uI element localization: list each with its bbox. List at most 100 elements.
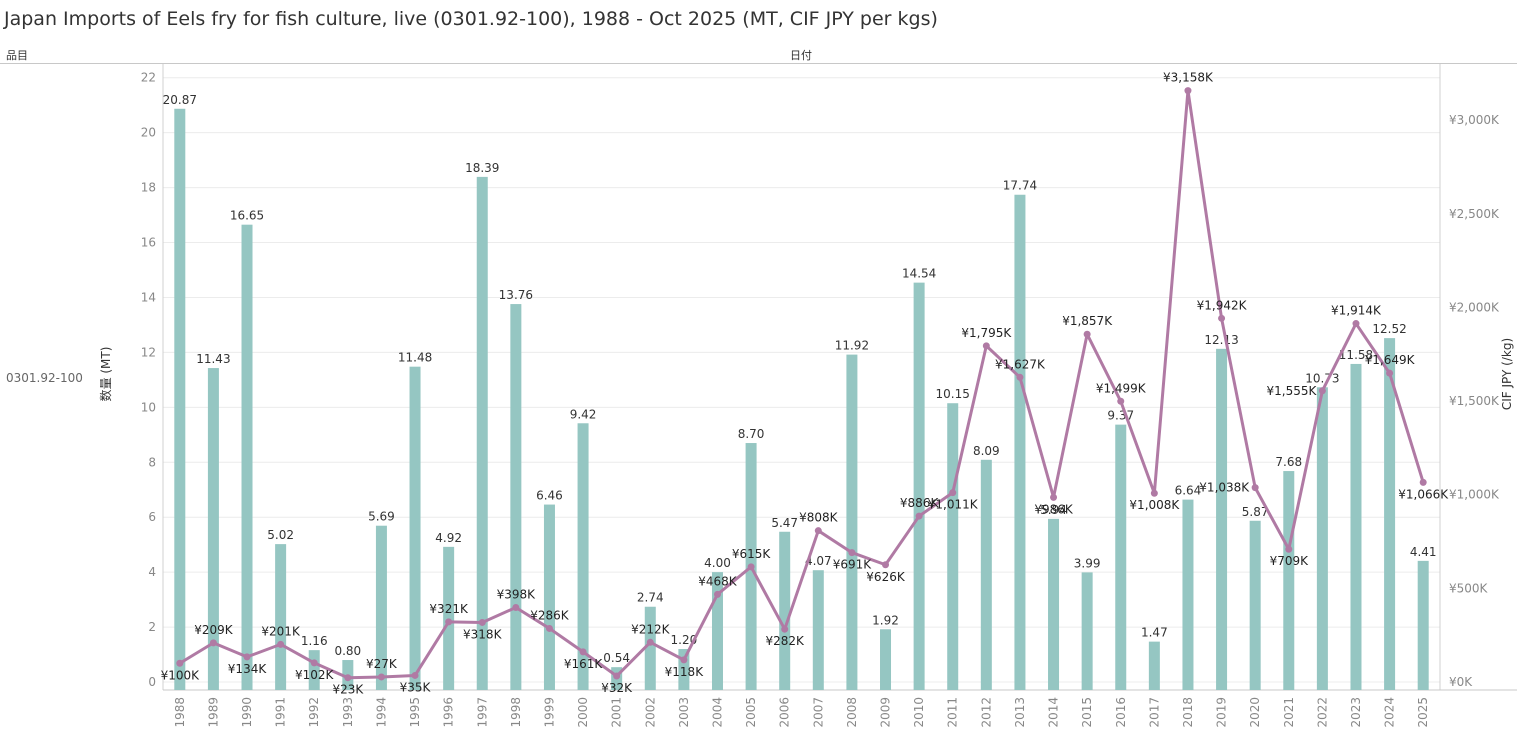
price-value-label: ¥709K xyxy=(1270,554,1310,568)
bar-value-label: 1.92 xyxy=(872,613,899,627)
price-value-label: ¥318K xyxy=(463,627,503,641)
y2-tick-label: ¥500K xyxy=(1449,581,1489,595)
x-tick-label: 2002 xyxy=(643,697,657,728)
bar xyxy=(711,572,723,690)
price-value-label: ¥212K xyxy=(631,622,671,636)
bar-value-label: 10.15 xyxy=(936,387,970,401)
bar-value-label: 20.87 xyxy=(163,93,197,107)
price-value-label: ¥1,555K xyxy=(1267,384,1318,398)
price-point xyxy=(1117,397,1125,405)
y-tick-label: 16 xyxy=(141,236,156,250)
bar-value-label: 9.37 xyxy=(1107,409,1134,423)
price-point xyxy=(781,625,789,633)
price-value-label: ¥1,008K xyxy=(1129,498,1180,512)
bar xyxy=(913,282,925,690)
bar xyxy=(510,304,522,690)
bar xyxy=(409,366,421,690)
price-point xyxy=(680,656,688,664)
price-value-label: ¥3,158K xyxy=(1163,71,1214,85)
bar-value-label: 1.16 xyxy=(301,634,328,648)
price-point xyxy=(613,672,621,680)
y2-axis-title: CIF JPY (/kg) xyxy=(1500,338,1514,410)
bar xyxy=(1014,194,1026,690)
x-tick-label: 2007 xyxy=(811,697,825,728)
x-tick-label: 2004 xyxy=(710,697,724,728)
price-value-label: ¥1,066K xyxy=(1398,487,1449,501)
price-value-label: ¥1,499K xyxy=(1096,381,1147,395)
x-tick-label: 2014 xyxy=(1047,697,1061,728)
bar-value-label: 17.74 xyxy=(1003,179,1037,193)
bar xyxy=(1417,560,1429,690)
x-ticks: 1988 1989 1990 1991 1992 1993 1994 1995 1996 1997… xyxy=(173,697,1430,728)
bar-value-label: 3.99 xyxy=(1074,556,1101,570)
x-tick-label: 2016 xyxy=(1114,697,1128,728)
bar xyxy=(543,504,555,690)
x-tick-label: 2000 xyxy=(576,697,590,728)
bar xyxy=(1350,363,1362,690)
bar xyxy=(1316,387,1328,690)
bar-value-label: 2.74 xyxy=(637,591,664,605)
price-point xyxy=(713,590,721,598)
price-value-label: ¥102K xyxy=(295,668,335,682)
price-point xyxy=(579,648,587,656)
x-tick-label: 2025 xyxy=(1416,697,1430,728)
price-value-label: ¥35K xyxy=(400,680,432,694)
x-tick-label: 1993 xyxy=(341,697,355,728)
x-tick-label: 2015 xyxy=(1080,697,1094,728)
price-value-label: ¥100K xyxy=(161,668,201,682)
price-point xyxy=(949,489,957,497)
price-point xyxy=(1285,545,1293,553)
bar-value-label: 13.76 xyxy=(499,288,533,302)
x-tick-label: 2021 xyxy=(1282,697,1296,728)
y-axis-title: 数量 (MT) xyxy=(98,347,113,402)
price-point xyxy=(814,527,822,535)
bar-value-label: 12.13 xyxy=(1204,333,1238,347)
bar-value-label: 8.70 xyxy=(738,427,765,441)
price-value-label: ¥1,857K xyxy=(1062,314,1113,328)
y-tick-label: 10 xyxy=(141,400,156,414)
price-value-label: ¥1,038K xyxy=(1199,481,1250,495)
price-point xyxy=(1050,493,1058,501)
header-divider xyxy=(0,63,1517,64)
price-value-label: ¥1,795K xyxy=(961,326,1012,340)
x-tick-label: 1995 xyxy=(408,697,422,728)
price-value-label: ¥626K xyxy=(866,570,906,584)
bar-value-label: 12.52 xyxy=(1372,322,1406,336)
price-point xyxy=(1251,484,1259,492)
x-tick-label: 1996 xyxy=(442,697,456,728)
bar xyxy=(241,224,253,690)
price-line xyxy=(176,87,1427,682)
y-ticks-right: ¥0K ¥500K ¥1,000K ¥1,500K ¥2,000K ¥2,500K ¥3,0… xyxy=(1449,113,1500,689)
x-tick-label: 2018 xyxy=(1181,697,1195,728)
bar-value-label: 16.65 xyxy=(230,209,264,223)
price-point xyxy=(1150,489,1158,497)
bar xyxy=(577,423,589,690)
price-value-label: ¥1,627K xyxy=(995,357,1046,371)
price-value-label: ¥286K xyxy=(530,608,570,622)
bar xyxy=(1283,471,1295,690)
y-tick-label: 12 xyxy=(141,345,156,359)
price-point xyxy=(1184,87,1192,95)
y-tick-label: 22 xyxy=(141,71,156,85)
price-value-label: ¥32K xyxy=(601,681,633,695)
bar-value-label: 11.92 xyxy=(835,339,869,353)
x-tick-label: 1997 xyxy=(475,697,489,728)
x-tick-label: 2013 xyxy=(1013,697,1027,728)
price-point xyxy=(1218,314,1226,322)
price-polyline xyxy=(179,89,1425,680)
bar xyxy=(1148,641,1160,690)
bar xyxy=(476,176,488,690)
bar xyxy=(1384,338,1396,690)
y2-tick-label: ¥1,000K xyxy=(1449,488,1500,502)
bar xyxy=(308,650,320,690)
bar-value-label: 0.54 xyxy=(603,651,630,665)
bar xyxy=(1048,518,1060,690)
price-point xyxy=(377,673,385,681)
x-tick-label: 2008 xyxy=(845,697,859,728)
bar-value-label: 4.41 xyxy=(1410,545,1437,559)
y-tick-label: 18 xyxy=(141,181,156,195)
price-point xyxy=(209,639,217,647)
bar-value-label: 4.00 xyxy=(704,556,731,570)
row-header: 品目 xyxy=(6,49,28,62)
